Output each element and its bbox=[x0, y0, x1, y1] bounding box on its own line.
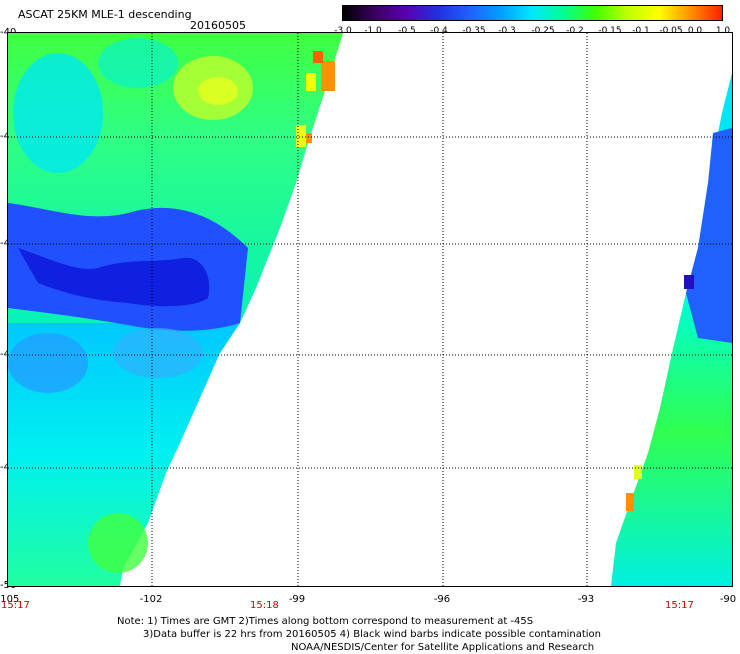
colorbar-label: -0.5 bbox=[398, 26, 416, 36]
note-line-2: 3)Data buffer is 22 hrs from 20160505 4)… bbox=[143, 629, 601, 640]
lon-label: -105 bbox=[0, 594, 20, 605]
yellow-green-patch bbox=[198, 77, 238, 105]
right-swath bbox=[611, 73, 732, 586]
map-plot bbox=[7, 32, 733, 587]
light-blue-patch bbox=[113, 328, 203, 378]
note-line-1: Note: 1) Times are GMT 2)Times along bot… bbox=[117, 616, 534, 627]
lon-label: -96 bbox=[433, 594, 451, 605]
colorbar-label: -1.0 bbox=[364, 26, 382, 36]
colorbar-label: -0.1 bbox=[632, 26, 650, 36]
colorbar-labels: -3.0 -1.0 -0.5 -0.4 -0.35 -0.3 -0.25 -0.… bbox=[334, 26, 735, 38]
colorbar-label: -0.4 bbox=[430, 26, 448, 36]
lon-label: -99 bbox=[288, 594, 306, 605]
colorbar-label: -0.05 bbox=[659, 26, 683, 36]
yellow-patch bbox=[306, 73, 316, 91]
wind-field-map bbox=[8, 33, 732, 586]
map-title: ASCAT 25KM MLE-1 descending bbox=[18, 8, 192, 21]
colorbar-label: 0.0 bbox=[687, 26, 703, 36]
dark-blue-core bbox=[18, 248, 210, 307]
cyan-patch bbox=[98, 38, 178, 88]
time-label: 15:17 bbox=[665, 600, 694, 611]
orange-patch bbox=[304, 133, 312, 143]
footnotes: Note: 1) Times are GMT 2)Times along bot… bbox=[117, 615, 601, 654]
lon-label: -102 bbox=[139, 594, 163, 605]
green-patch bbox=[88, 513, 148, 573]
orange-patch bbox=[313, 51, 323, 63]
colorbar-label: -3.0 bbox=[334, 26, 352, 36]
orange-patch bbox=[626, 493, 634, 511]
colorbar-label: -0.2 bbox=[566, 26, 584, 36]
yellow-patch bbox=[634, 465, 642, 479]
colorbar bbox=[342, 5, 723, 21]
swath-right bbox=[611, 73, 732, 586]
colorbar-label: -0.25 bbox=[531, 26, 555, 36]
map-date: 20160505 bbox=[190, 19, 246, 32]
left-swath bbox=[8, 33, 343, 586]
colorbar-label: -0.3 bbox=[498, 26, 516, 36]
gridlines bbox=[8, 33, 732, 586]
colorbar-label: -0.35 bbox=[462, 26, 486, 36]
lon-label: -93 bbox=[577, 594, 595, 605]
colorbar-label: 1.0 bbox=[715, 26, 731, 36]
cyan-patch bbox=[13, 53, 103, 173]
colorbar-label: -0.15 bbox=[598, 26, 622, 36]
time-label: 15:18 bbox=[250, 600, 279, 611]
time-label: 15:17 bbox=[1, 600, 30, 611]
lon-label: -90 bbox=[719, 594, 737, 605]
orange-patch bbox=[321, 61, 335, 91]
note-line-3: NOAA/NESDIS/Center for Satellite Applica… bbox=[291, 642, 595, 653]
light-blue-patch bbox=[8, 333, 88, 393]
dark-blue-patch bbox=[684, 275, 694, 289]
yellow-patch bbox=[296, 125, 306, 147]
blue-band-right bbox=[686, 128, 732, 343]
